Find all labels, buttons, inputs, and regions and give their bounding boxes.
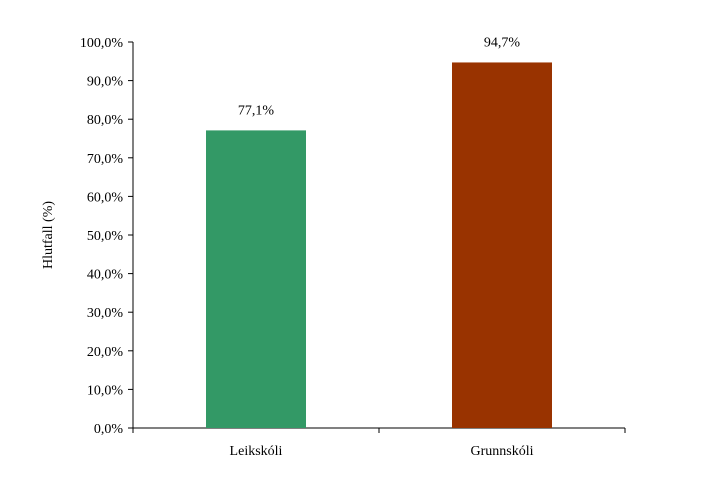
- y-tick-label: 0,0%: [94, 422, 124, 437]
- x-axis: [132, 427, 626, 433]
- y-tick-label: 70,0%: [87, 152, 124, 167]
- bar-2: [452, 62, 552, 428]
- category-label-1: Leikskóli: [230, 444, 283, 459]
- category-labels: Leikskóli Grunnskóli: [230, 444, 534, 459]
- y-tick-label: 30,0%: [87, 306, 124, 321]
- y-tick-label: 50,0%: [87, 229, 124, 244]
- y-axis-title: Hlutfall (%): [41, 201, 56, 269]
- y-tick-label: 10,0%: [87, 383, 124, 398]
- y-tick-label: 80,0%: [87, 113, 124, 128]
- bar-1: [206, 130, 306, 429]
- category-label-2: Grunnskóli: [471, 444, 534, 459]
- x-ticks: [132, 428, 626, 433]
- y-tick-label: 90,0%: [87, 75, 124, 90]
- bars: 77,1% 94,7%: [206, 35, 552, 429]
- y-axis: 0,0% 10,0% 20,0% 30,0% 40,0% 50,0% 60,0% 70,0% 8…: [80, 36, 134, 437]
- y-ticks: 0,0% 10,0% 20,0% 30,0% 40,0% 50,0% 60,0% 70,0% 8…: [80, 36, 133, 437]
- data-label-2: 94,7%: [484, 35, 521, 50]
- y-tick-label: 20,0%: [87, 345, 124, 360]
- y-tick-label: 60,0%: [87, 190, 124, 205]
- data-label-1: 77,1%: [238, 103, 275, 118]
- y-tick-label: 100,0%: [80, 36, 124, 51]
- y-tick-label: 40,0%: [87, 268, 124, 283]
